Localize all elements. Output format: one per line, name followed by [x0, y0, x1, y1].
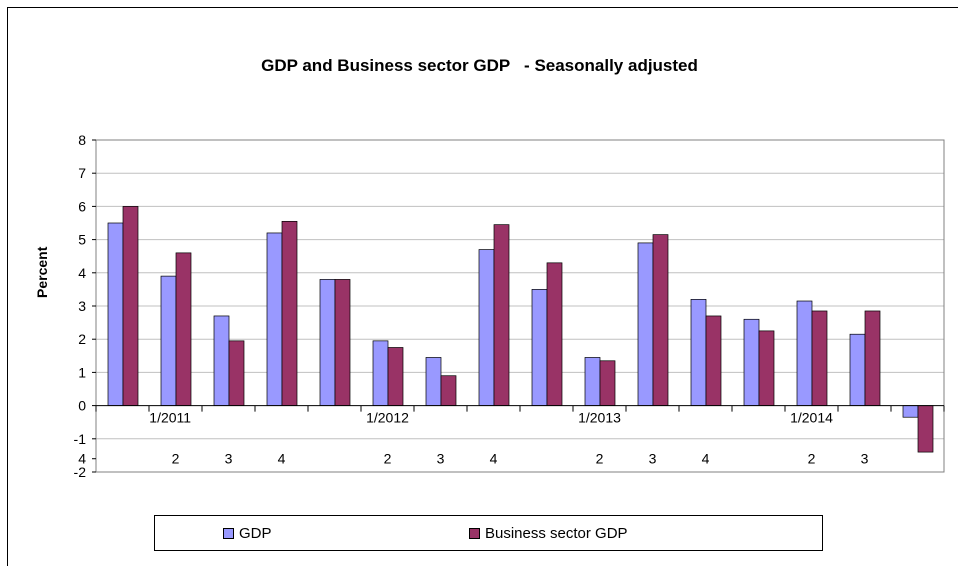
x-quarter-label: 2	[384, 451, 392, 467]
bar-business-gdp	[758, 330, 775, 406]
bar-business-gdp	[175, 252, 192, 406]
y-tick-label: 5	[78, 232, 86, 248]
y-tick-label: -1	[74, 431, 87, 447]
chart-area	[7, 7, 958, 566]
bar-gdp	[425, 357, 442, 406]
bar-gdp	[584, 357, 601, 406]
bar-business-gdp	[811, 310, 828, 406]
x-year-label: 1/2013	[578, 410, 621, 426]
y-tick-label: 0	[78, 398, 86, 414]
x-quarter-label: 2	[596, 451, 604, 467]
x-quarter-label: 3	[649, 451, 657, 467]
bar-gdp	[743, 318, 760, 406]
x-quarter-label: 2	[172, 451, 180, 467]
bar-gdp	[849, 333, 866, 406]
bar-gdp	[372, 340, 389, 406]
bar-gdp	[531, 289, 548, 406]
bar-business-gdp	[493, 224, 510, 406]
bar-business-gdp	[281, 220, 298, 406]
bar-business-gdp	[652, 234, 669, 406]
bar-business-gdp	[546, 262, 563, 406]
bar-business-gdp	[917, 405, 934, 453]
x-year-label: 1/2014	[790, 410, 833, 426]
x-quarter-label: 3	[225, 451, 233, 467]
bar-gdp	[213, 315, 230, 406]
legend: GDP Business sector GDP	[154, 515, 823, 551]
bar-gdp	[796, 300, 813, 406]
y-tick-label: 8	[78, 132, 86, 148]
bar-business-gdp	[228, 340, 245, 406]
legend-label-business: Business sector GDP	[485, 525, 628, 542]
legend-item-business: Business sector GDP	[469, 525, 628, 542]
bar-business-gdp	[440, 375, 457, 406]
bar-business-gdp	[599, 360, 616, 406]
x-quarter-label: 2	[808, 451, 816, 467]
x-year-label: 1/2012	[366, 410, 409, 426]
legend-swatch-gdp	[223, 528, 234, 539]
legend-swatch-business	[469, 528, 480, 539]
bar-gdp	[107, 222, 124, 406]
y-tick-label: -2	[74, 464, 87, 480]
bar-business-gdp	[334, 279, 351, 406]
chart-title: GDP and Business sector GDP - Seasonally…	[261, 56, 698, 75]
x-year-label: 1/2011	[149, 410, 191, 426]
y-tick-label: 4	[78, 265, 86, 281]
bar-gdp	[160, 275, 177, 406]
bar-gdp	[690, 299, 707, 406]
legend-item-gdp: GDP	[223, 525, 272, 542]
bar-gdp	[637, 242, 654, 406]
x-quarter-label: 4	[702, 451, 710, 467]
bar-gdp	[478, 249, 495, 406]
x-quarter-label: 4	[278, 451, 286, 467]
y-tick-label: 2	[78, 331, 86, 347]
bar-gdp	[902, 405, 919, 418]
bar-gdp	[266, 232, 283, 406]
legend-label-gdp: GDP	[239, 525, 272, 542]
y-tick-label: 3	[78, 298, 86, 314]
y-tick-label: 7	[78, 165, 86, 181]
bar-gdp	[319, 279, 336, 406]
bar-business-gdp	[864, 310, 881, 406]
bar-business-gdp	[387, 347, 404, 406]
y-tick-label: 6	[78, 198, 86, 214]
x-quarter-label: 3	[437, 451, 445, 467]
y-tick-label: 1	[78, 364, 86, 380]
x-quarter-label: 4	[490, 451, 498, 467]
y-tick-label: 4	[78, 451, 86, 467]
bar-business-gdp	[705, 315, 722, 406]
x-quarter-label: 3	[861, 451, 869, 467]
bar-business-gdp	[122, 206, 139, 406]
